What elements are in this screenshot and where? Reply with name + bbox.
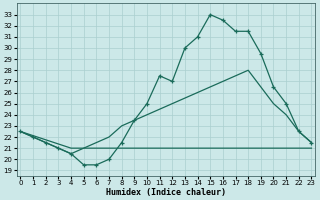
X-axis label: Humidex (Indice chaleur): Humidex (Indice chaleur) bbox=[106, 188, 226, 197]
